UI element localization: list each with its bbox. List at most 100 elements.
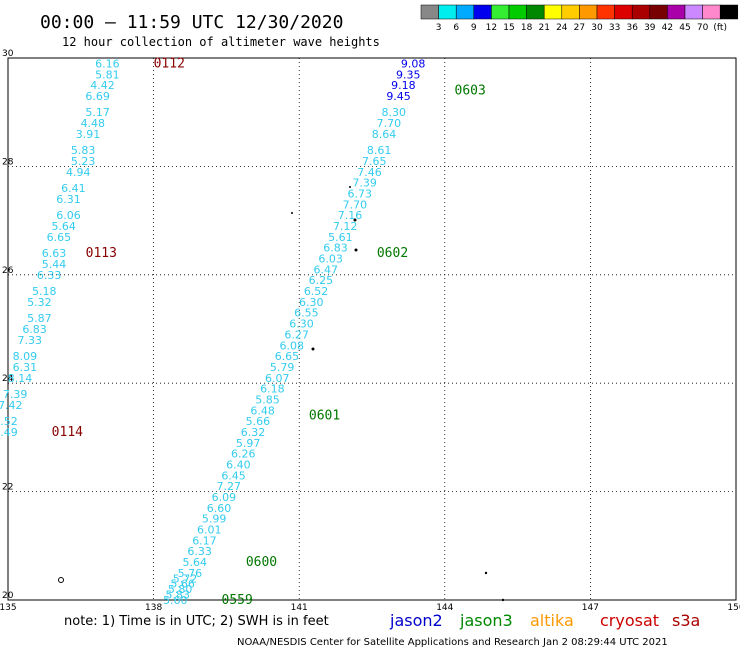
lon-tick-label: 144: [436, 603, 453, 613]
swh-value: 6.01: [197, 524, 222, 537]
island-marker: [354, 248, 358, 252]
swh-value: 6.63: [42, 247, 67, 260]
swh-value: 6.17: [192, 534, 217, 547]
swh-value: 5.99: [202, 513, 227, 526]
swh-value: 7.65: [362, 155, 387, 168]
colorbar-swatch: [649, 4, 668, 20]
swh-value: 8.61: [367, 144, 392, 157]
swh-value: 6.27: [284, 328, 309, 341]
swh-value: 6.33: [37, 269, 62, 282]
swh-value: 7.33: [17, 334, 42, 347]
swh-value: 5.32: [27, 296, 52, 309]
swh-value: 6.83: [323, 242, 348, 255]
lat-tick-label: 20: [2, 591, 14, 601]
lat-tick-label: 22: [2, 483, 13, 493]
lat-tick-label: 26: [2, 266, 14, 276]
colorbar-swatch: [667, 4, 686, 20]
colorbar-label: 45: [679, 23, 690, 33]
colorbar-swatch: [561, 4, 580, 20]
swh-value: 5.17: [85, 106, 110, 119]
swh-value: 7.46: [357, 166, 382, 179]
swh-value: 5.76: [178, 567, 203, 580]
island-marker: [501, 598, 505, 602]
colorbar-label: 39: [644, 23, 656, 33]
swh-value: 8.64: [372, 128, 397, 141]
swh-value: 6.16: [95, 57, 120, 70]
swh-value: 5.83: [166, 589, 191, 602]
satellite-name: altika: [530, 611, 574, 630]
swh-value: 3.91: [76, 128, 101, 141]
island-marker: [349, 186, 351, 188]
colorbar-label: 36: [626, 23, 638, 33]
colorbar-label: 33: [609, 23, 620, 33]
swh-value: 7.70: [377, 117, 402, 130]
satellite-name: s3a: [672, 611, 700, 630]
swh-value: 7.42: [0, 399, 23, 412]
colorbar-label: 70: [697, 23, 709, 33]
swh-value: 9.18: [391, 79, 416, 92]
colorbar-swatch: [473, 4, 492, 20]
swh-value: 4.48: [81, 117, 106, 130]
colorbar-label: 42: [662, 23, 673, 33]
swh-value: 5.64: [182, 556, 207, 569]
graticule: [8, 58, 736, 600]
swh-value: 5.18: [32, 285, 57, 298]
swh-value: 7.12: [333, 220, 358, 233]
swh-value: 7.70: [343, 198, 368, 211]
color-legend: 3 6 9 12 15 18 21 24 27 30 33 36 39 42 45 70 (ft): [420, 4, 739, 33]
swh-value: 6.69: [85, 90, 110, 103]
swh-value: 5.83: [71, 144, 96, 157]
swh-value: 6.47: [314, 263, 339, 276]
swh-value: 5.44: [42, 258, 67, 271]
time-label: 0600: [246, 555, 277, 570]
footer-note: note: 1) Time is in UTC; 2) SWH is in fe…: [64, 614, 329, 629]
satellite-name: jason2: [389, 611, 443, 630]
time-label: 0112: [154, 56, 185, 71]
lon-tick-label: 138: [145, 603, 162, 613]
colorbar-swatch: [631, 4, 651, 20]
swh-value: 5.61: [328, 231, 353, 244]
swh-value: 6.55: [294, 307, 319, 320]
swh-value: 6.26: [231, 448, 256, 461]
colorbar-label: 3: [436, 23, 442, 33]
colorbar-swatch: [491, 4, 510, 20]
swh-value: 6.09: [212, 491, 237, 504]
swh-value: 6.32: [241, 426, 266, 439]
time-label: 0559: [222, 593, 253, 608]
satellite-name: jason3: [459, 611, 513, 630]
swh-value: 6.07: [265, 372, 290, 385]
swh-value: 9.45: [386, 90, 411, 103]
lat-tick-label: 28: [2, 157, 14, 167]
swh-value: 6.06: [56, 209, 81, 222]
lat-tick-label: 24: [2, 374, 14, 384]
colorbar-swatch: [543, 4, 563, 20]
satellite-legend: jason2 jason3 altika cryosat s3a: [389, 611, 700, 630]
altimeter-tracks: 6.165.814.426.695.174.483.915.835.234.94…: [0, 57, 425, 607]
swh-value: 5.66: [246, 415, 271, 428]
lat-tick-label: 30: [2, 49, 14, 59]
swh-value: 5.81: [95, 68, 120, 81]
island-marker: [311, 347, 315, 351]
swh-value: 5.23: [71, 155, 96, 168]
colorbar-label: (ft): [713, 23, 727, 33]
colorbar-swatch: [455, 4, 475, 20]
colorbar-swatch: [420, 4, 439, 20]
colorbar-label: 9: [471, 23, 477, 33]
island-marker: [58, 577, 64, 583]
swh-value: 5.87: [27, 312, 52, 325]
swh-value: 6.08: [280, 339, 305, 352]
swh-value: 7.49: [0, 426, 18, 439]
colorbar-swatch: [684, 4, 703, 20]
swh-value: 6.40: [226, 459, 251, 472]
colorbar-swatch: [614, 4, 633, 20]
swh-value: 6.31: [13, 361, 38, 374]
colorbar-swatch: [438, 4, 457, 20]
map-frame: [7, 57, 737, 601]
time-label: 0113: [86, 246, 117, 261]
time-label: 0601: [309, 409, 340, 424]
swh-value: 5.60: [163, 594, 188, 607]
time-label: 0603: [455, 84, 486, 99]
swh-value: 4.42: [90, 79, 115, 92]
swh-value: 6.18: [260, 383, 285, 396]
swh-value: 9.08: [401, 57, 426, 70]
